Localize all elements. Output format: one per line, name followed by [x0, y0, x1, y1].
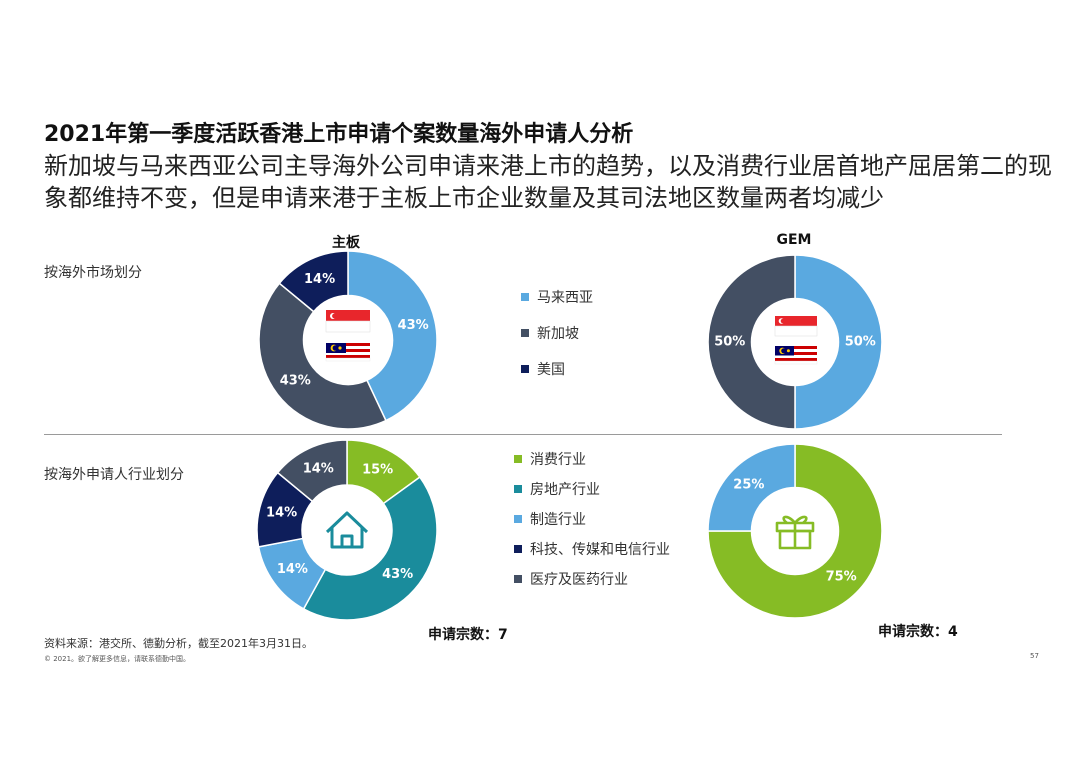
legend-label: 医疗及医药行业: [530, 572, 628, 588]
donut-slice: [347, 250, 438, 422]
legend-item-real-estate: 房地产行业: [514, 478, 670, 500]
donut-slice: [276, 439, 348, 503]
donut-slice: [707, 443, 796, 532]
donut-slice: [707, 443, 883, 619]
legend-item-consumer: 消费行业: [514, 448, 670, 470]
legend-swatch: [514, 515, 522, 523]
section-label-industry: 按海外申请人行业划分: [44, 467, 184, 483]
page-subtitle: 新加坡与马来西亚公司主导海外公司申请来港上市的趋势，以及消费行业居首地产屈居第二…: [44, 152, 1052, 212]
application-count-gem: 申请宗数：4: [878, 624, 958, 640]
legend-industry: 消费行业 房地产行业 制造行业 科技、传媒和电信行业 医疗及医药行业: [514, 448, 670, 590]
legend-label: 美国: [537, 362, 565, 378]
donut-slice-value-label: 50%: [714, 335, 745, 350]
donut-slice-value-label: 15%: [362, 462, 393, 477]
sg-my-flags-icon: [325, 310, 371, 362]
legend-swatch: [514, 485, 522, 493]
donut-slice-value-label: 75%: [826, 570, 857, 585]
house-icon: [325, 511, 369, 549]
legend-label: 马来西亚: [537, 290, 593, 306]
donut-slice-value-label: 43%: [398, 318, 429, 333]
legend-item-tmt: 科技、传媒和电信行业: [514, 538, 670, 560]
legend-item-healthcare: 医疗及医药行业: [514, 568, 670, 590]
legend-swatch: [521, 365, 529, 373]
legend-swatch: [514, 545, 522, 553]
donut-slice-value-label: 50%: [845, 335, 876, 350]
legend-item-malaysia: 马来西亚: [521, 286, 593, 308]
donut-slice: [258, 282, 387, 430]
donut-slice-value-label: 25%: [733, 477, 764, 492]
legend-item-singapore: 新加坡: [521, 322, 593, 344]
page-number: 57: [1030, 652, 1039, 660]
donut-chart-gem-industry: 75% 25%: [707, 443, 883, 619]
legend-item-usa: 美国: [521, 358, 593, 380]
donut-chart-gem-market: 50% 50%: [707, 254, 883, 430]
source-note: 资料来源：港交所、德勤分析，截至2021年3月31日。: [44, 637, 313, 650]
donut-slice-value-label: 43%: [280, 373, 311, 388]
legend-label: 新加坡: [537, 326, 579, 342]
legend-swatch: [521, 293, 529, 301]
legend-swatch: [514, 455, 522, 463]
legend-label: 房地产行业: [530, 482, 600, 498]
sg-my-flags-icon: [774, 316, 818, 365]
donut-slice: [707, 254, 796, 430]
donut-slice: [302, 476, 438, 621]
donut-slice-value-label: 14%: [277, 562, 308, 577]
column-header-main: 主板: [332, 235, 360, 251]
column-header-gem: GEM: [776, 232, 812, 248]
donut-slice-value-label: 14%: [304, 272, 335, 287]
donut-slice-value-label: 14%: [303, 461, 334, 476]
donut-chart-main-industry: 15% 43% 14% 14% 14%: [256, 439, 438, 621]
page-title: 2021年第一季度活跃香港上市申请个案数量海外申请人分析: [44, 122, 634, 147]
application-count-main: 申请宗数：7: [428, 627, 508, 643]
copyright-note: © 2021。欲了解更多信息，请联系德勤中国。: [44, 655, 191, 663]
legend-swatch: [521, 329, 529, 337]
legend-label: 制造行业: [530, 512, 586, 528]
gift-icon: [775, 515, 815, 550]
legend-market: 马来西亚 新加坡 美国: [521, 286, 593, 380]
section-label-market: 按海外市场划分: [44, 265, 142, 281]
donut-slice: [794, 254, 883, 430]
legend-label: 科技、传媒和电信行业: [530, 542, 670, 558]
section-divider: [44, 434, 1002, 435]
donut-slice-value-label: 43%: [382, 567, 413, 582]
donut-chart-main-market: 43% 43% 14%: [258, 250, 438, 430]
donut-slice: [278, 250, 349, 313]
legend-label: 消费行业: [530, 452, 586, 468]
legend-item-manufacturing: 制造行业: [514, 508, 670, 530]
legend-swatch: [514, 575, 522, 583]
donut-slice-value-label: 14%: [266, 506, 297, 521]
